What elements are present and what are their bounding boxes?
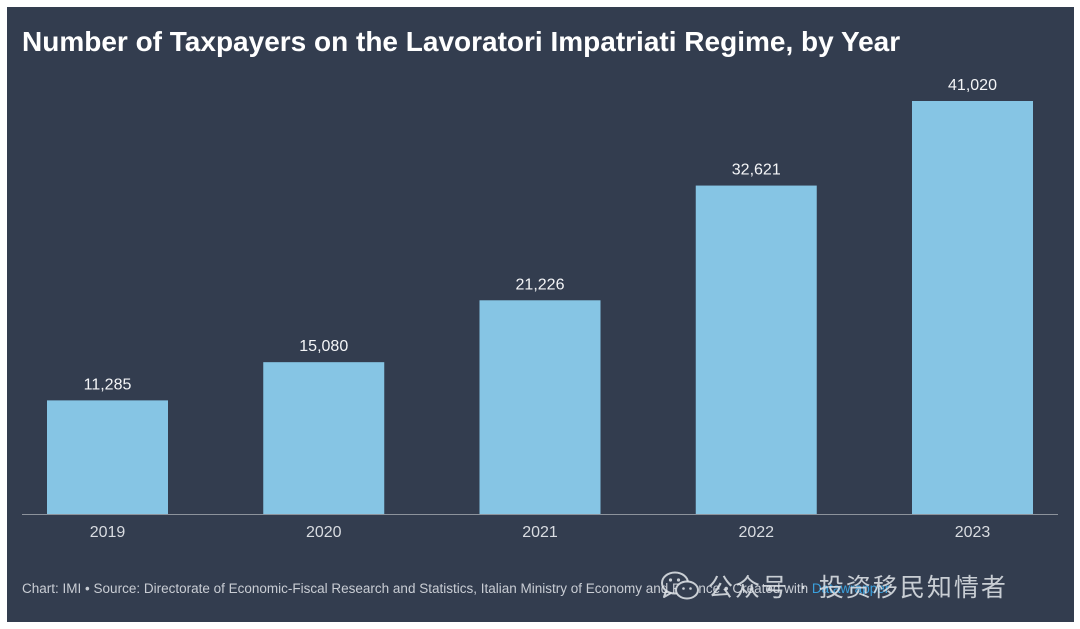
value-label-2020: 15,080 (299, 338, 348, 355)
bar-2023 (912, 101, 1033, 514)
datawrapper-link[interactable]: Datawrapper (811, 581, 890, 596)
x-tick-label-2022: 2022 (738, 524, 774, 541)
value-label-2022: 32,621 (732, 162, 781, 179)
footer-chart-label: Chart: (22, 581, 59, 596)
bar-2020 (263, 362, 385, 514)
value-label-2021: 21,226 (516, 276, 565, 293)
x-tick-label-2021: 2021 (522, 524, 558, 541)
bar-2021 (479, 300, 601, 514)
value-labels-group: 11,285 15,080 21,226 32,621 41,020 (84, 77, 997, 393)
footer-chart-by: IMI (62, 581, 82, 596)
x-tick-labels-group: 2019 2020 2021 2022 2023 (90, 524, 991, 541)
chart-title: Number of Taxpayers on the Lavoratori Im… (22, 26, 901, 57)
value-label-2023: 41,020 (948, 77, 997, 94)
footer-source-label: Source: (93, 581, 141, 596)
chart-footer: Chart: IMI • Source: Directorate of Econ… (22, 581, 889, 597)
x-tick-label-2020: 2020 (306, 524, 342, 541)
footer-separator: • (723, 581, 729, 596)
footer-source: Directorate of Economic-Fiscal Research … (143, 581, 721, 596)
bar-2019 (47, 400, 168, 514)
bars-group (47, 101, 1033, 514)
footer-created-label: Created with (732, 581, 809, 596)
footer-separator: • (85, 581, 90, 596)
value-label-2019: 11,285 (84, 376, 132, 393)
x-tick-label-2019: 2019 (90, 524, 126, 541)
x-tick-label-2023: 2023 (955, 524, 991, 541)
bar-2022 (695, 185, 817, 514)
